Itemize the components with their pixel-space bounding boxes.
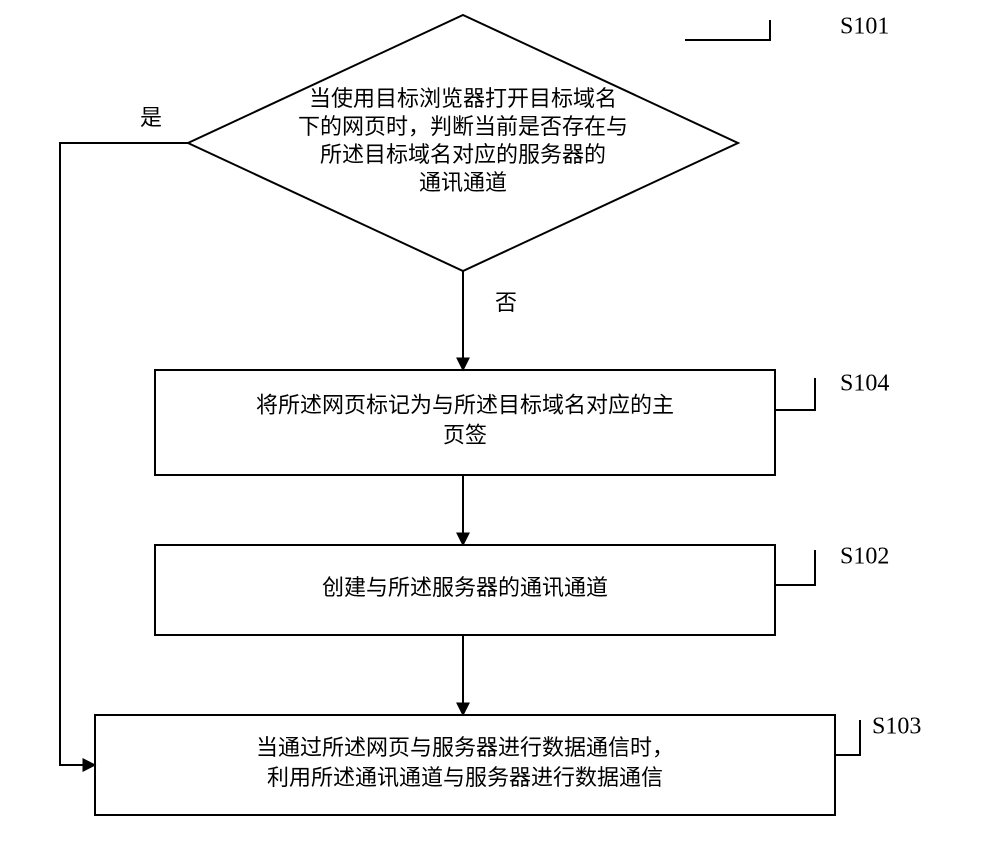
callout-line: [685, 20, 770, 40]
edge-label-yes: 是: [140, 105, 162, 130]
callout-line: [835, 720, 860, 755]
edge-label-no: 否: [495, 290, 517, 315]
edge-yes: [60, 143, 188, 765]
box_s103-text: 利用所述通讯通道与服务器进行数据通信: [267, 765, 663, 790]
decision-text-line: 通讯通道: [419, 170, 507, 195]
box_s104-text: 将所述网页标记为与所述目标域名对应的主: [256, 393, 674, 418]
step-label-s103: S103: [872, 714, 921, 740]
decision-text-line: 所述目标域名对应的服务器的: [320, 142, 606, 167]
step-label-s101: S101: [840, 14, 889, 40]
decision-text-line: 当使用目标浏览器打开目标域名: [309, 86, 617, 111]
decision-text-line: 下的网页时，判断当前是否存在与: [298, 114, 628, 139]
box_s104-text: 页签: [443, 423, 487, 448]
callout-line: [775, 378, 815, 410]
box_s103-text: 当通过所述网页与服务器进行数据通信时，: [256, 735, 674, 760]
box_s102-text: 创建与所述服务器的通讯通道: [322, 575, 608, 600]
step-label-s104: S104: [840, 371, 889, 397]
flowchart-diagram: 当使用目标浏览器打开目标域名下的网页时，判断当前是否存在与所述目标域名对应的服务…: [0, 0, 1000, 841]
callout-line: [775, 550, 815, 585]
step-label-s102: S102: [840, 544, 889, 570]
